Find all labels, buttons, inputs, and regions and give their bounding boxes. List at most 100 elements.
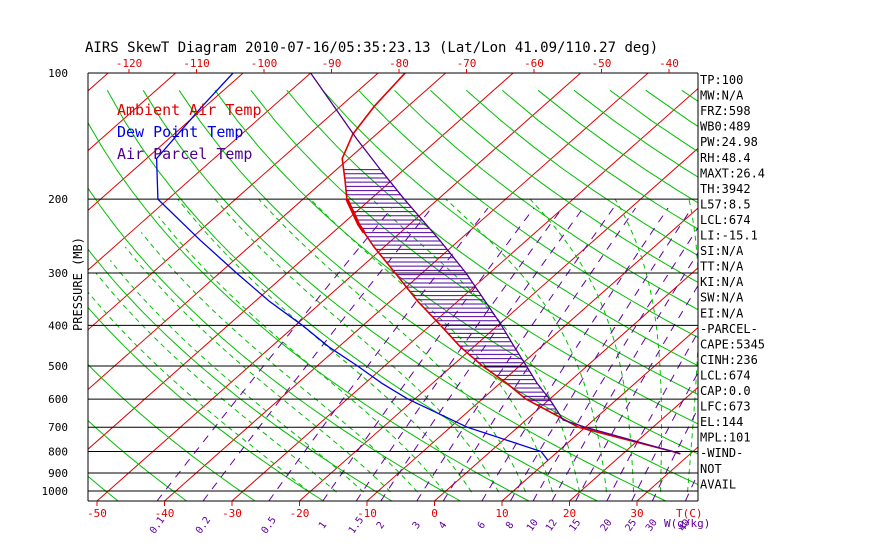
legend-entry: Dew Point Temp: [117, 123, 243, 141]
isotherm-line: [96, 73, 581, 501]
moist-adiabat-line: [140, 232, 418, 493]
pressure-tick-label: 700: [48, 421, 68, 434]
isotherm-line: [0, 73, 41, 501]
mixing-ratio-label: 6: [476, 520, 488, 531]
top-temperature-tick-label: -80: [389, 57, 409, 70]
dry-adiabat-line: [0, 90, 50, 501]
dry-adiabat-line: [322, 89, 698, 367]
mixing-ratio-label: 12: [544, 517, 560, 533]
dry-adiabat-line: [465, 89, 698, 257]
index-value: EI:N/A: [700, 306, 744, 320]
mixing-ratio-label: 0.2: [194, 515, 213, 536]
pressure-tick-label: 600: [48, 393, 68, 406]
dry-adiabat-line: [88, 248, 393, 501]
ambient-temp-line: [341, 73, 681, 455]
legend-entry: Air Parcel Temp: [117, 145, 252, 163]
index-value: WB0:489: [700, 120, 751, 134]
top-temperature-tick-label: -50: [592, 57, 612, 70]
top-temperature-tick-label: -90: [322, 57, 342, 70]
moist-adiabat-line: [88, 291, 310, 493]
index-value: -PARCEL-: [700, 322, 758, 336]
mixing-ratio-line: [532, 226, 698, 501]
mixing-ratio-line: [575, 284, 698, 501]
pressure-tick-label: 1000: [42, 485, 69, 498]
index-value: FRZ:598: [700, 104, 751, 118]
isotherm-line: [88, 73, 176, 152]
index-value: MPL:101: [700, 431, 751, 445]
index-value: EL:144: [700, 415, 743, 429]
index-value: LCL:674: [700, 368, 751, 382]
mixing-ratio-label: 8: [504, 520, 516, 531]
mixing-ratio-line: [481, 207, 669, 501]
index-value: L57:8.5: [700, 197, 751, 211]
index-value: CAP:0.0: [700, 384, 751, 398]
index-value: KI:N/A: [700, 275, 744, 289]
index-value: LI:-15.1: [700, 229, 758, 243]
isotherm-line: [569, 386, 698, 501]
ambient-temp-thick-segment: [345, 198, 366, 234]
top-temperature-tick-label: -40: [659, 57, 679, 70]
pressure-tick-label: 400: [48, 319, 68, 332]
chart-title: AIRS SkewT Diagram 2010-07-16/05:35:23.1…: [85, 40, 658, 56]
mixing-ratio-label: 20: [599, 517, 615, 533]
isotherm-line: [88, 73, 311, 271]
dry-adiabat-line: [88, 187, 461, 501]
dry-adiabat-line: [250, 89, 698, 425]
mixing-ratio-label: 2: [375, 520, 387, 531]
pressure-tick-label: 900: [48, 467, 68, 480]
moist-adiabat-line: [95, 272, 337, 493]
index-value: TT:N/A: [700, 260, 744, 274]
dry-adiabat-line: [88, 475, 119, 501]
index-value: RH:48.4: [700, 151, 751, 165]
mixing-ratio-line: [268, 207, 489, 501]
index-value: LFC:673: [700, 400, 751, 414]
top-temperature-tick-label: -60: [524, 57, 544, 70]
mixing-ratio-label: 1: [317, 520, 329, 531]
mixing-ratio-line: [416, 207, 614, 501]
isotherm-line: [299, 147, 698, 501]
dry-adiabat-line: [825, 90, 870, 501]
mixing-ratio-line: [606, 331, 698, 501]
axes: -50 -40 -30 -20 -10 0 10 20 30 T(C)-120 -110 -100 -9…: [87, 57, 710, 536]
bottom-temperature-tick-label: -50: [87, 507, 107, 520]
mixing-ratio-label: 3: [411, 520, 423, 531]
dry-adiabat-line: [88, 419, 187, 501]
mixing-ratio-unit-label: W(g/kg): [664, 517, 710, 530]
bottom-temperature-tick-label: 0: [431, 507, 438, 520]
legend: Ambient Air Temp Dew Point Temp Air Parcel…: [117, 101, 262, 163]
temperature-unit-label: T(C): [676, 507, 703, 520]
pressure-tick-label: 100: [48, 67, 68, 80]
mixing-ratio-line: [551, 251, 698, 501]
moist-adiabat-line: [124, 246, 391, 493]
bottom-temperature-tick-label: 10: [495, 507, 508, 520]
index-value: CAPE:5345: [700, 337, 765, 351]
y-axis-label: PRESSURE (MB): [71, 237, 85, 331]
bottom-temperature-tick-label: -10: [357, 507, 377, 520]
isotherm-line: [88, 73, 446, 391]
bottom-temperature-tick-label: -40: [155, 507, 175, 520]
isotherm-line: [88, 73, 514, 450]
index-value: AVAIL: [700, 477, 736, 491]
mixing-ratio-label: 10: [525, 517, 541, 533]
moist-adiabat-line: [177, 198, 472, 493]
index-value: TH:3942: [700, 182, 751, 196]
mixing-ratio-line: [202, 207, 432, 501]
mixing-ratio-line: [355, 207, 563, 501]
pressure-tick-label: 300: [48, 267, 68, 280]
isotherm-line: [88, 73, 379, 331]
dry-adiabat-line: [394, 89, 698, 311]
mixing-ratio-line: [442, 207, 637, 501]
moist-adiabat-line: [614, 198, 663, 493]
index-value: NOT: [700, 462, 722, 476]
dry-adiabat-line: [861, 90, 870, 501]
dry-adiabat-line: [501, 89, 698, 230]
cape-hatch: [343, 169, 562, 418]
bottom-temperature-tick-label: -20: [290, 507, 310, 520]
legend-entry: Ambient Air Temp: [117, 101, 262, 119]
index-value: SI:N/A: [700, 244, 744, 258]
isotherm-line: [501, 326, 698, 501]
isotherm-line: [88, 73, 109, 92]
index-value: MAXT:26.4: [700, 166, 765, 180]
